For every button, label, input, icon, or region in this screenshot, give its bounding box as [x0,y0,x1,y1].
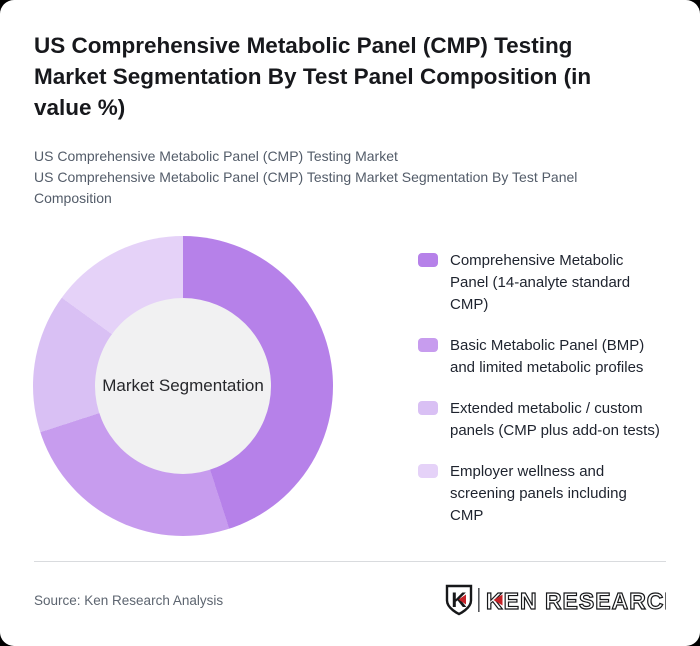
legend-label: Employer wellness and screening panels i… [450,463,627,524]
legend-label: Comprehensive Metabolic Panel (14-analyt… [450,252,631,313]
legend-swatch [418,401,438,415]
logo-separator [478,588,480,612]
shield-k-icon: K [445,584,473,616]
legend-item-extended[interactable]: Extended metabolic / custom panels (CMP … [418,398,670,442]
legend-item-bmp[interactable]: Basic Metabolic Panel (BMP) and limited … [418,335,670,379]
svg-text:K: K [451,589,466,612]
donut-chart[interactable]: Market Segmentation [33,236,333,536]
chart-subtitles: US Comprehensive Metabolic Panel (CMP) T… [34,146,654,209]
subtitle-segmentation: US Comprehensive Metabolic Panel (CMP) T… [34,169,578,206]
logo-wordmark: KEN RESEARCH [486,588,666,614]
legend-swatch [418,253,438,267]
footer: Source: Ken Research Analysis K KEN RESE… [34,577,666,623]
page-title: US Comprehensive Metabolic Panel (CMP) T… [34,33,592,120]
legend-label: Basic Metabolic Panel (BMP) and limited … [450,337,645,376]
legend-item-wellness[interactable]: Employer wellness and screening panels i… [418,461,670,527]
donut-center: Market Segmentation [95,298,271,474]
donut-center-label: Market Segmentation [102,376,264,395]
source-text: Source: Ken Research Analysis [34,592,224,608]
legend-swatch [418,338,438,352]
logo-k-triangle [493,594,503,606]
ken-research-logo: K KEN RESEARCH [445,584,666,616]
footer-divider [34,561,666,562]
legend-swatch [418,464,438,478]
subtitle-market: US Comprehensive Metabolic Panel (CMP) T… [34,148,398,164]
legend-item-cmp[interactable]: Comprehensive Metabolic Panel (14-analyt… [418,250,670,316]
legend: Comprehensive Metabolic Panel (14-analyt… [418,250,670,527]
legend-label: Extended metabolic / custom panels (CMP … [450,400,660,439]
